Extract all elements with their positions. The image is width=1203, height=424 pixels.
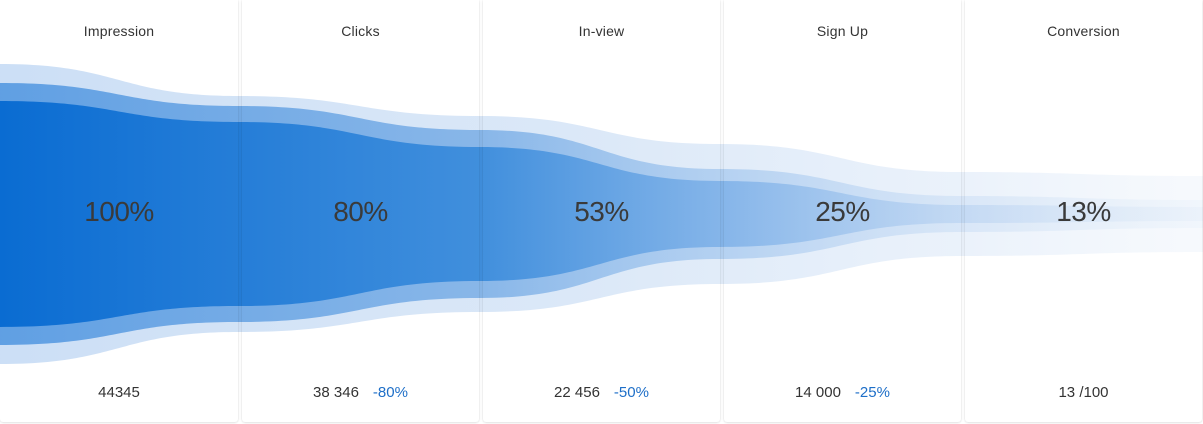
stage-count: 38 346 — [313, 384, 359, 401]
stage-percent: 25% — [815, 196, 870, 227]
stage-title: Conversion — [1047, 23, 1120, 39]
stage-card-clicks[interactable]: Clicks 80% 38 346 -80% — [242, 0, 479, 422]
stage-card-in-view[interactable]: In-view 53% 22 456 -50% — [483, 0, 720, 422]
stage-percent: 13% — [1056, 196, 1111, 227]
stage-change: -50% — [613, 384, 649, 401]
stage-footer: 22 456 -50% — [483, 384, 720, 401]
stage-change: -80% — [372, 384, 408, 401]
stage-count: 13 /100 — [1058, 384, 1109, 401]
stage-footer: 14 000 -25% — [724, 384, 961, 401]
stage-card-conversion[interactable]: Conversion 13% 13 /100 — [965, 0, 1202, 422]
stage-title: Impression — [83, 23, 155, 39]
stage-footer: 13 /100 — [965, 384, 1202, 401]
stage-footer: 44345 — [0, 384, 238, 401]
stage-title: In-view — [578, 23, 625, 39]
stage-percent: 80% — [333, 196, 388, 227]
stage-card-impression[interactable]: Impression 100% 44345 — [0, 0, 238, 422]
funnel-band-inner — [0, 101, 1203, 327]
stage-percent: 53% — [574, 196, 629, 227]
stage-count: 22 456 — [554, 384, 600, 401]
stage-footer: 38 346 -80% — [242, 384, 479, 401]
stage-card-sign-up[interactable]: Sign Up 25% 14 000 -25% — [724, 0, 961, 422]
stage-percent: 100% — [84, 196, 154, 227]
stage-count: 44345 — [98, 384, 140, 401]
stage-change: -25% — [854, 384, 890, 401]
stage-title: Sign Up — [816, 23, 869, 39]
stage-count: 14 000 — [795, 384, 841, 401]
stage-title: Clicks — [341, 23, 380, 39]
